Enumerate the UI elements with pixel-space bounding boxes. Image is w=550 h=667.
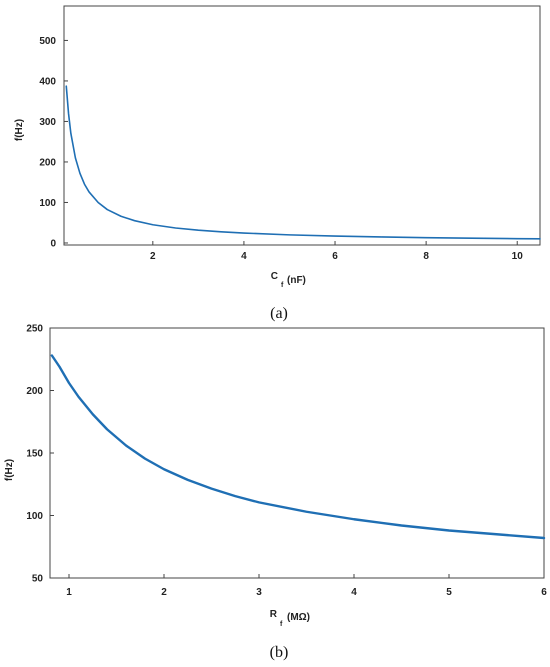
series-line-a [65, 85, 541, 240]
y-tick-label: 500 [39, 36, 56, 47]
x-tick-label: 3 [256, 587, 262, 598]
caption-a: (a) [270, 305, 288, 322]
x-tick-label: 4 [241, 251, 247, 262]
x-axis-a: 2 4 6 8 10 [150, 241, 523, 262]
x-tick-label: 2 [150, 251, 156, 262]
y-tick-label: 200 [39, 157, 56, 168]
y-tick-label: 50 [32, 574, 44, 585]
x-tick-label: 5 [446, 587, 452, 598]
x-axis-label-main-b: R [270, 609, 278, 620]
y-tick-label: 400 [39, 76, 56, 87]
plot-frame-a [63, 5, 541, 246]
panel-b: 50 100 150 200 250 1 2 3 4 5 6 f(Hz) R f (MΩ) (b) [4, 324, 547, 662]
series-line-b [50, 354, 546, 540]
y-tick-label: 300 [39, 117, 56, 128]
x-tick-label: 4 [351, 587, 357, 598]
y-tick-label: 200 [26, 386, 43, 397]
x-tick-label: 10 [512, 251, 524, 262]
y-axis-label-a: f(Hz) [14, 119, 25, 141]
x-tick-label: 6 [332, 251, 338, 262]
y-axis-a: 0 100 200 300 400 500 [39, 36, 68, 249]
x-axis-b: 1 2 3 4 5 6 [66, 574, 547, 598]
x-axis-label-sub-a: f [281, 282, 284, 289]
panel-a: 0 100 200 300 400 500 2 4 6 8 10 f(Hz) C f (nF) (… [14, 5, 541, 322]
x-axis-label-sub-b: f [280, 621, 283, 628]
x-tick-label: 1 [66, 587, 72, 598]
plot-frame-b [49, 327, 545, 579]
x-tick-label: 6 [541, 587, 547, 598]
x-tick-label: 2 [161, 587, 167, 598]
y-axis-label-b: f(Hz) [4, 459, 15, 481]
x-axis-label-unit-b: (MΩ) [287, 612, 310, 623]
y-tick-label: 100 [26, 511, 43, 522]
x-axis-label-main-a: C [271, 271, 278, 282]
y-tick-label: 0 [50, 238, 56, 249]
y-tick-label: 250 [26, 324, 43, 335]
x-tick-label: 8 [423, 251, 429, 262]
y-tick-label: 100 [39, 198, 56, 209]
y-axis-b: 50 100 150 200 250 [26, 324, 54, 585]
y-tick-label: 150 [26, 449, 43, 460]
caption-b: (b) [270, 644, 289, 661]
x-axis-label-unit-a: (nF) [287, 275, 306, 286]
